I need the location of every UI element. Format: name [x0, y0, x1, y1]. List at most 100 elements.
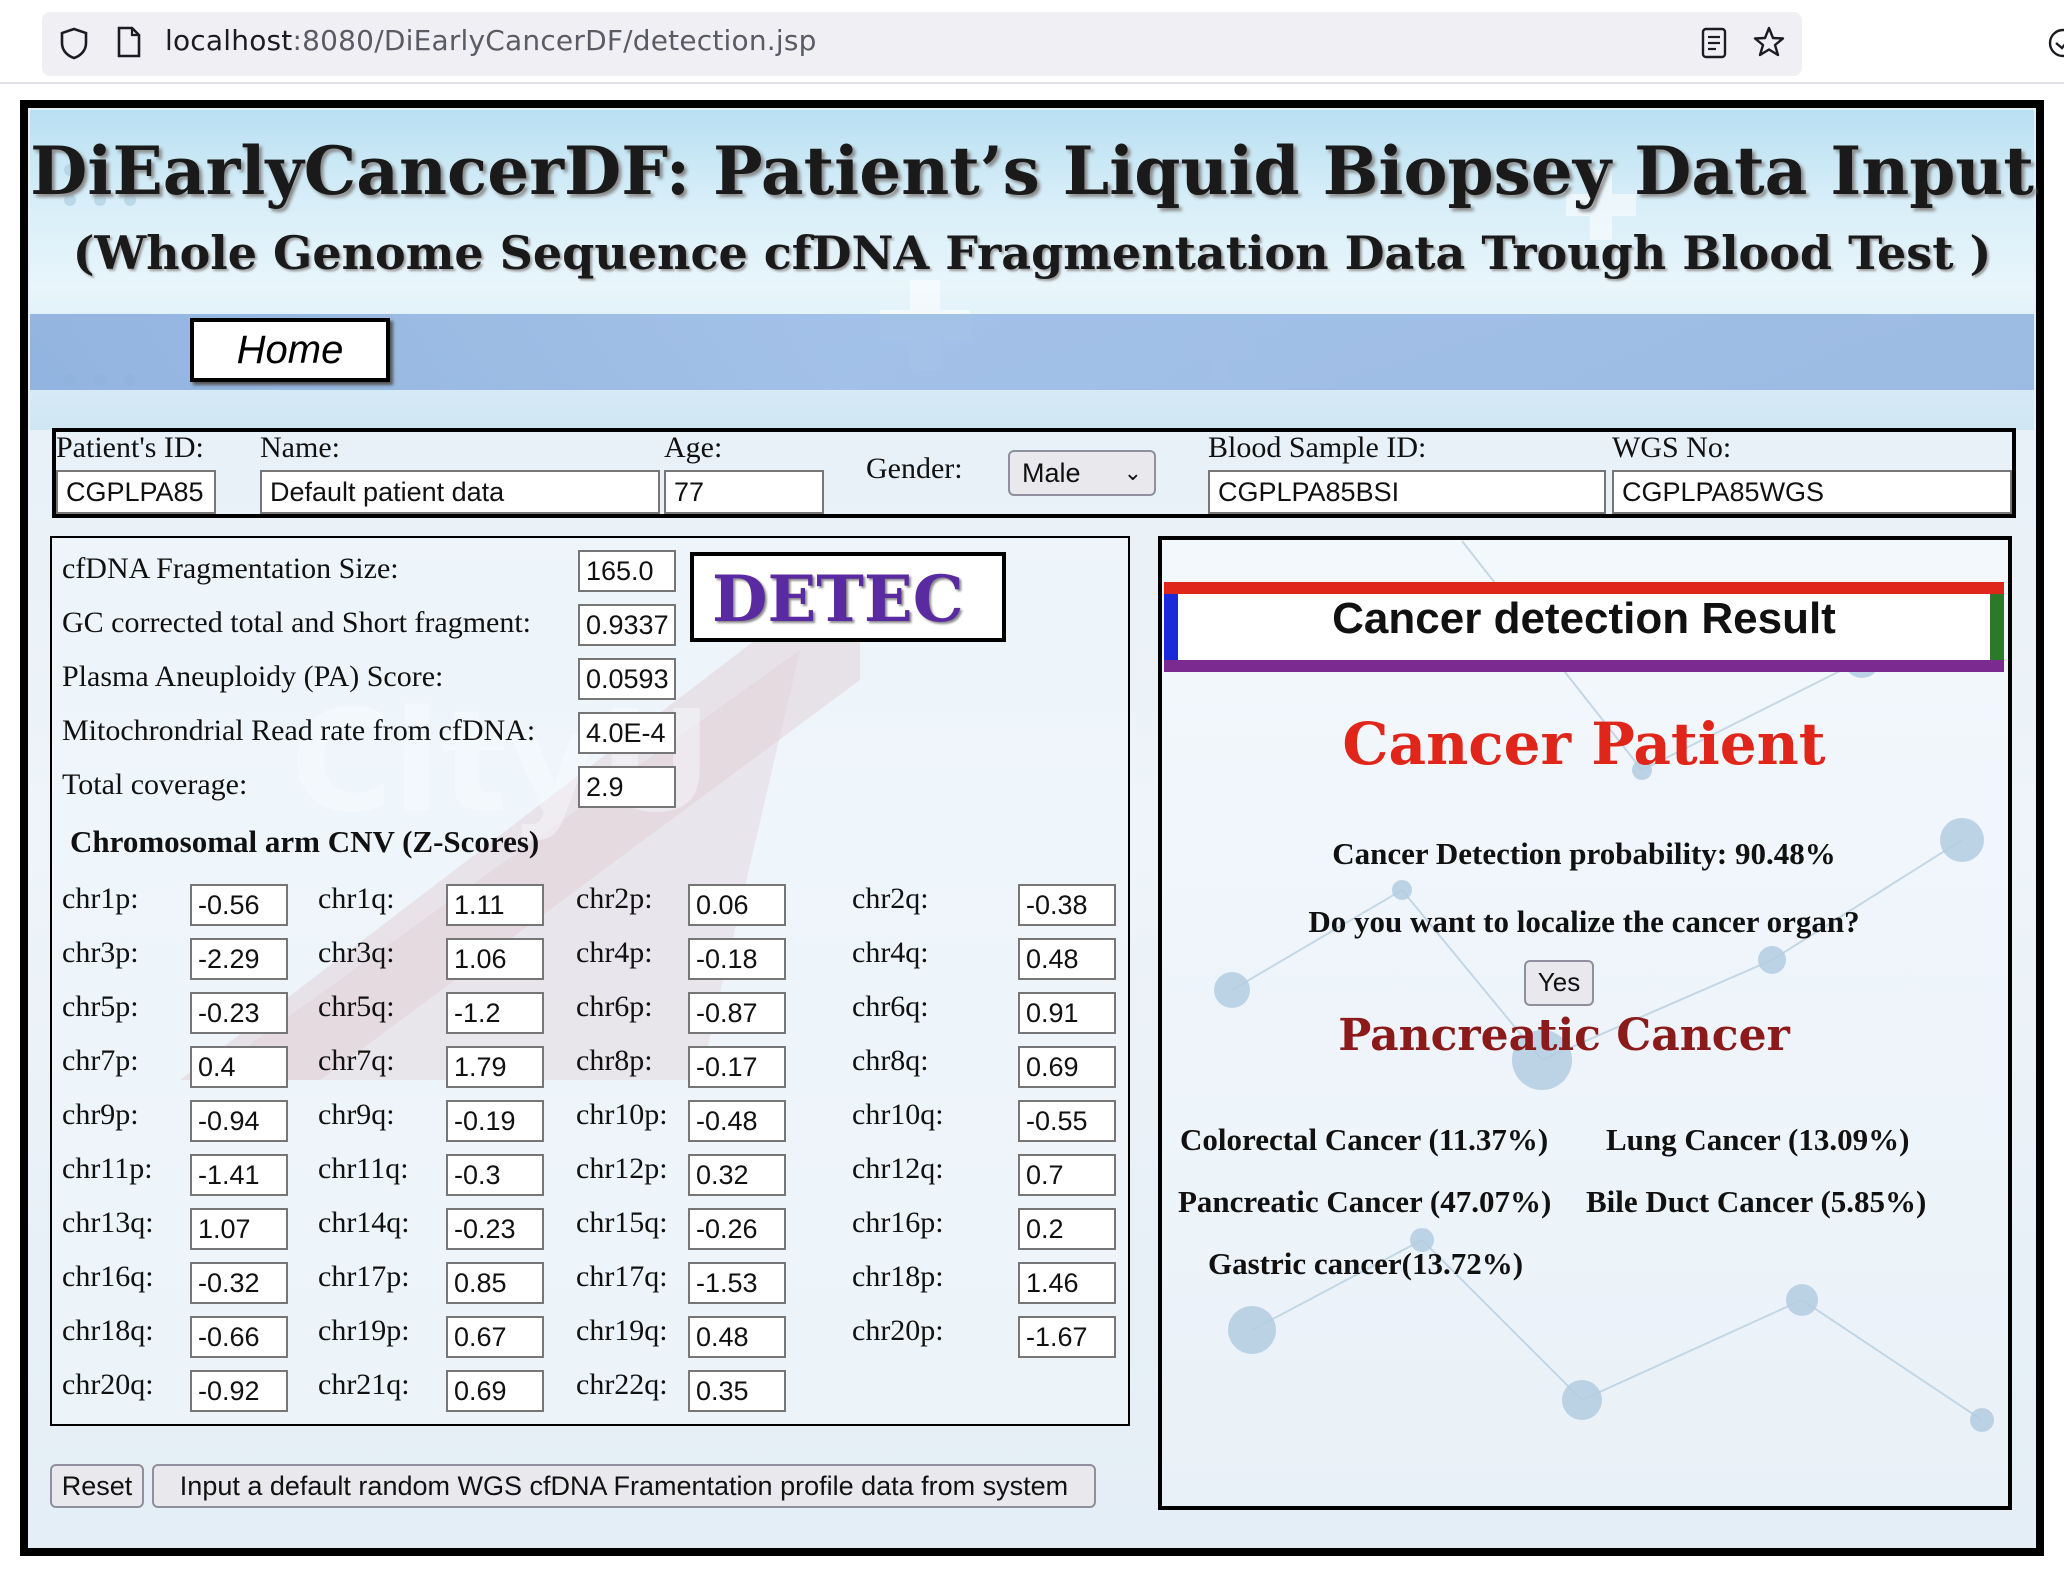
- cnv-field[interactable]: 1.07: [190, 1208, 288, 1250]
- feature-label: Plasma Aneuploidy (PA) Score:: [62, 660, 444, 693]
- cnv-label: chr20q:: [62, 1368, 154, 1401]
- cnv-field[interactable]: 0.91: [1018, 992, 1116, 1034]
- cnv-field[interactable]: 0.85: [446, 1262, 544, 1304]
- patient-info-box: [52, 428, 2016, 518]
- cnv-field[interactable]: 0.06: [688, 884, 786, 926]
- result-header-bar: [1164, 582, 2004, 672]
- cnv-label: chr17p:: [318, 1260, 410, 1293]
- blood-sample-label: Blood Sample ID:: [1208, 431, 1427, 464]
- cnv-field[interactable]: -1.41: [190, 1154, 288, 1196]
- cnv-field[interactable]: -1.67: [1018, 1316, 1116, 1358]
- shield-icon[interactable]: [58, 26, 90, 60]
- page-subtitle: (Whole Genome Sequence cfDNA Fragmentati…: [72, 226, 1992, 280]
- cnv-field[interactable]: -0.48: [688, 1100, 786, 1142]
- cnv-label: chr16q:: [62, 1260, 154, 1293]
- toolbar-divider: [0, 82, 2064, 84]
- feature-field[interactable]: 2.9: [578, 766, 676, 808]
- blood-sample-field[interactable]: CGPLPA85BSI: [1208, 470, 1606, 514]
- cnv-label: chr11q:: [318, 1152, 409, 1185]
- url-host: localhost: [165, 24, 293, 57]
- cnv-field[interactable]: 0.32: [688, 1154, 786, 1196]
- cnv-field[interactable]: -0.26: [688, 1208, 786, 1250]
- cnv-field[interactable]: -0.3: [446, 1154, 544, 1196]
- name-field[interactable]: Default patient data: [260, 470, 660, 514]
- cnv-label: chr4p:: [576, 936, 653, 969]
- cnv-field[interactable]: -0.17: [688, 1046, 786, 1088]
- cnv-label: chr13q:: [62, 1206, 154, 1239]
- cnv-label: chr3q:: [318, 936, 395, 969]
- cnv-field[interactable]: 1.11: [446, 884, 544, 926]
- feature-field[interactable]: 165.0: [578, 550, 676, 592]
- feature-field[interactable]: 0.0593: [578, 658, 676, 700]
- bookmark-star-icon[interactable]: [1752, 25, 1786, 59]
- default-input-button[interactable]: Input a default random WGS cfDNA Frament…: [152, 1464, 1096, 1508]
- age-label: Age:: [664, 431, 723, 464]
- age-field[interactable]: 77: [664, 470, 824, 514]
- cnv-field[interactable]: -0.23: [446, 1208, 544, 1250]
- gastric-probability: Gastric cancer(13.72%): [1208, 1246, 1524, 1281]
- cnv-field[interactable]: -0.94: [190, 1100, 288, 1142]
- cnv-field[interactable]: -1.2: [446, 992, 544, 1034]
- feature-label: GC corrected total and Short fragment:: [62, 606, 532, 639]
- cnv-label: chr6q:: [852, 990, 929, 1023]
- cnv-label: chr10p:: [576, 1098, 668, 1131]
- gender-select[interactable]: Male ⌄: [1008, 450, 1156, 496]
- cnv-field[interactable]: 0.7: [1018, 1154, 1116, 1196]
- cnv-field[interactable]: 0.4: [190, 1046, 288, 1088]
- cnv-field[interactable]: -0.32: [190, 1262, 288, 1304]
- cnv-field[interactable]: -0.66: [190, 1316, 288, 1358]
- patient-id-field[interactable]: CGPLPA85: [56, 470, 216, 514]
- cnv-field[interactable]: 0.67: [446, 1316, 544, 1358]
- cnv-label: chr15q:: [576, 1206, 668, 1239]
- cnv-label: chr7q:: [318, 1044, 395, 1077]
- cnv-field[interactable]: 1.46: [1018, 1262, 1116, 1304]
- cnv-field[interactable]: -0.56: [190, 884, 288, 926]
- pancreatic-probability: Pancreatic Cancer (47.07%): [1178, 1184, 1552, 1219]
- cnv-field[interactable]: -0.55: [1018, 1100, 1116, 1142]
- chevron-down-icon: ⌄: [1123, 460, 1142, 485]
- cnv-label: chr2q:: [852, 882, 929, 915]
- cnv-label: chr19q:: [576, 1314, 668, 1347]
- cnv-label: chr22q:: [576, 1368, 668, 1401]
- url-text[interactable]: localhost:8080/DiEarlyCancerDF/detection…: [165, 24, 817, 57]
- cnv-field[interactable]: 1.06: [446, 938, 544, 980]
- cnv-field[interactable]: -0.38: [1018, 884, 1116, 926]
- cnv-label: chr3p:: [62, 936, 139, 969]
- cnv-field[interactable]: -0.92: [190, 1370, 288, 1412]
- yes-button[interactable]: Yes: [1524, 960, 1594, 1006]
- name-label: Name:: [260, 431, 340, 464]
- cnv-field[interactable]: -0.23: [190, 992, 288, 1034]
- cnv-field[interactable]: -2.29: [190, 938, 288, 980]
- bile-duct-probability: Bile Duct Cancer (5.85%): [1586, 1184, 1927, 1219]
- wgs-field[interactable]: CGPLPA85WGS: [1612, 470, 2012, 514]
- cnv-field[interactable]: 1.79: [446, 1046, 544, 1088]
- cnv-field[interactable]: -0.87: [688, 992, 786, 1034]
- extension-icon[interactable]: [2046, 26, 2064, 60]
- localize-question: Do you want to localize the cancer organ…: [1308, 904, 1860, 939]
- detection-probability: Cancer Detection probability: 90.48%: [1332, 836, 1836, 871]
- home-button[interactable]: Home: [190, 318, 390, 382]
- cnv-field[interactable]: -0.19: [446, 1100, 544, 1142]
- cnv-field[interactable]: 0.69: [1018, 1046, 1116, 1088]
- reset-button[interactable]: Reset: [50, 1464, 144, 1508]
- cnv-field[interactable]: -1.53: [688, 1262, 786, 1304]
- predicted-organ: Pancreatic Cancer: [1338, 1010, 1790, 1061]
- cnv-label: chr10q:: [852, 1098, 944, 1131]
- cnv-field[interactable]: 0.35: [688, 1370, 786, 1412]
- cnv-label: chr8q:: [852, 1044, 929, 1077]
- cnv-field[interactable]: -0.18: [688, 938, 786, 980]
- patient-id-label: Patient's ID:: [56, 431, 204, 464]
- reader-view-icon[interactable]: [1700, 27, 1728, 59]
- feature-field[interactable]: 0.9337: [578, 604, 676, 646]
- cnv-field[interactable]: 0.48: [1018, 938, 1116, 980]
- cnv-field[interactable]: 0.48: [688, 1316, 786, 1358]
- feature-field[interactable]: 4.0E-4: [578, 712, 676, 754]
- cnv-field[interactable]: 0.2: [1018, 1208, 1116, 1250]
- cnv-label: chr21q:: [318, 1368, 410, 1401]
- url-bar[interactable]: [42, 12, 1802, 76]
- cnv-label: chr1p:: [62, 882, 139, 915]
- cnv-field[interactable]: 0.69: [446, 1370, 544, 1412]
- detect-button[interactable]: DETEC: [690, 552, 1006, 642]
- cnv-label: chr17q:: [576, 1260, 668, 1293]
- gender-label: Gender:: [866, 452, 963, 485]
